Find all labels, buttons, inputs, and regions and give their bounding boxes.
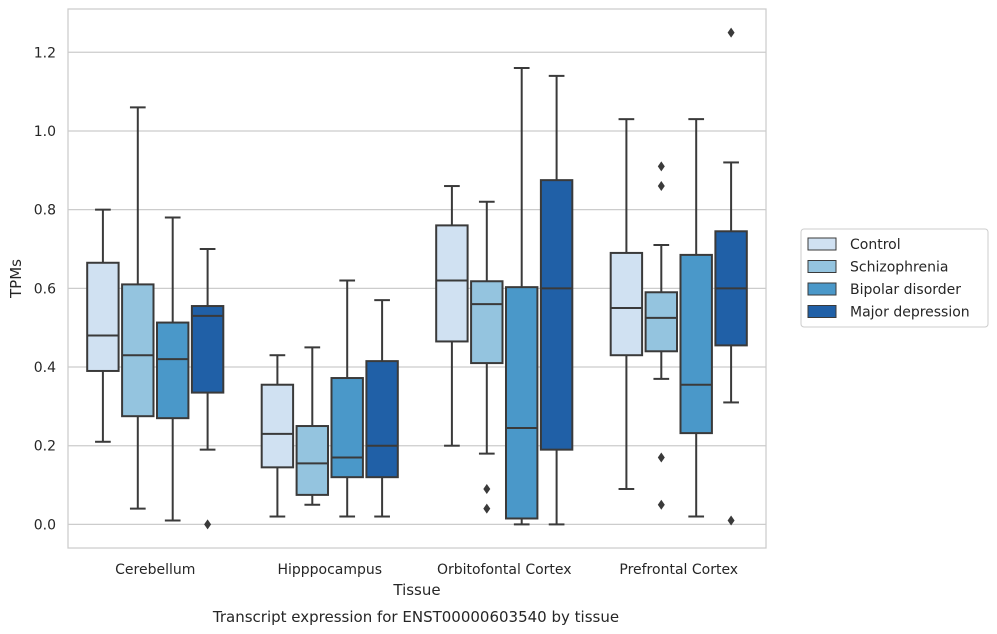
box-iqr xyxy=(86,261,120,372)
y-tick-label: 0.2 xyxy=(34,439,56,455)
box-plot-area xyxy=(86,27,748,530)
legend-entry: Major depression xyxy=(850,305,970,321)
outlier-point xyxy=(727,515,735,526)
outlier-point xyxy=(657,161,665,172)
box-iqr xyxy=(295,425,330,496)
box-schizophrenia xyxy=(470,200,504,514)
box-iqr xyxy=(365,360,399,479)
box-iqr xyxy=(504,286,539,520)
box-iqr xyxy=(260,383,295,469)
box-control xyxy=(435,185,469,447)
legend-frame xyxy=(800,228,989,328)
y-tick-label: 0.8 xyxy=(34,203,56,219)
legend: Control Schizophrenia Bipolar disorder Majo… xyxy=(800,228,989,328)
plot-frame xyxy=(67,8,767,549)
box-iqr xyxy=(470,280,504,365)
box-iqr xyxy=(679,253,713,435)
x-tick-label: Cerebellum xyxy=(115,562,195,578)
outlier-point xyxy=(727,27,735,38)
legend-entry: Bipolar disorder xyxy=(850,282,961,298)
x-tick-label: Hipppocampus xyxy=(277,562,382,578)
legend-swatch xyxy=(807,260,837,273)
box-iqr xyxy=(609,251,644,357)
outlier-point xyxy=(204,519,212,530)
x-tick-label: Orbitofontal Cortex xyxy=(437,562,572,578)
outlier-point xyxy=(657,499,665,510)
legend-swatch xyxy=(807,282,837,296)
box-bipolar-disorder xyxy=(330,279,364,518)
y-tick-label: 0.4 xyxy=(34,360,56,376)
box-iqr xyxy=(190,305,225,394)
legend-entry: Schizophrenia xyxy=(850,260,948,276)
box-major-depression xyxy=(190,247,225,530)
y-axis-ticks: 0.0 0.2 0.4 0.6 0.8 1.0 1.2 xyxy=(34,45,56,533)
box-major-depression xyxy=(714,27,748,526)
legend-swatch xyxy=(807,237,837,251)
box-bipolar-disorder xyxy=(155,216,190,522)
box-iqr xyxy=(121,283,155,418)
box-iqr xyxy=(155,321,190,420)
legend-swatch xyxy=(807,305,837,318)
box-bipolar-disorder xyxy=(679,118,713,518)
outlier-point xyxy=(657,181,665,192)
outlier-point xyxy=(657,452,665,463)
x-axis-label: Tissue xyxy=(392,581,440,599)
box-schizophrenia xyxy=(295,346,330,506)
box-control xyxy=(260,354,295,518)
y-tick-label: 1.2 xyxy=(34,45,56,61)
box-control xyxy=(609,118,644,490)
box-major-depression xyxy=(365,299,399,518)
y-tick-label: 0.0 xyxy=(34,517,56,533)
box-iqr xyxy=(435,224,469,343)
x-axis-ticks: Cerebellum Hipppocampus Orbitofontal Corte… xyxy=(115,562,738,578)
legend-entry: Control xyxy=(850,237,901,253)
box-control xyxy=(86,208,120,443)
x-tick-label: Prefrontal Cortex xyxy=(619,562,738,578)
box-iqr xyxy=(539,179,574,451)
chart-caption: Transcript expression for ENST0000060354… xyxy=(212,608,619,626)
box-bipolar-disorder xyxy=(504,67,539,526)
y-axis-label: TPMs xyxy=(7,259,25,299)
y-tick-label: 0.6 xyxy=(34,281,56,297)
box-iqr xyxy=(644,291,679,353)
box-schizophrenia xyxy=(644,161,679,510)
outlier-point xyxy=(483,483,491,494)
outlier-point xyxy=(483,503,491,514)
box-schizophrenia xyxy=(121,106,155,510)
y-tick-label: 1.0 xyxy=(34,124,56,140)
box-major-depression xyxy=(539,74,574,526)
box-iqr xyxy=(330,377,364,479)
